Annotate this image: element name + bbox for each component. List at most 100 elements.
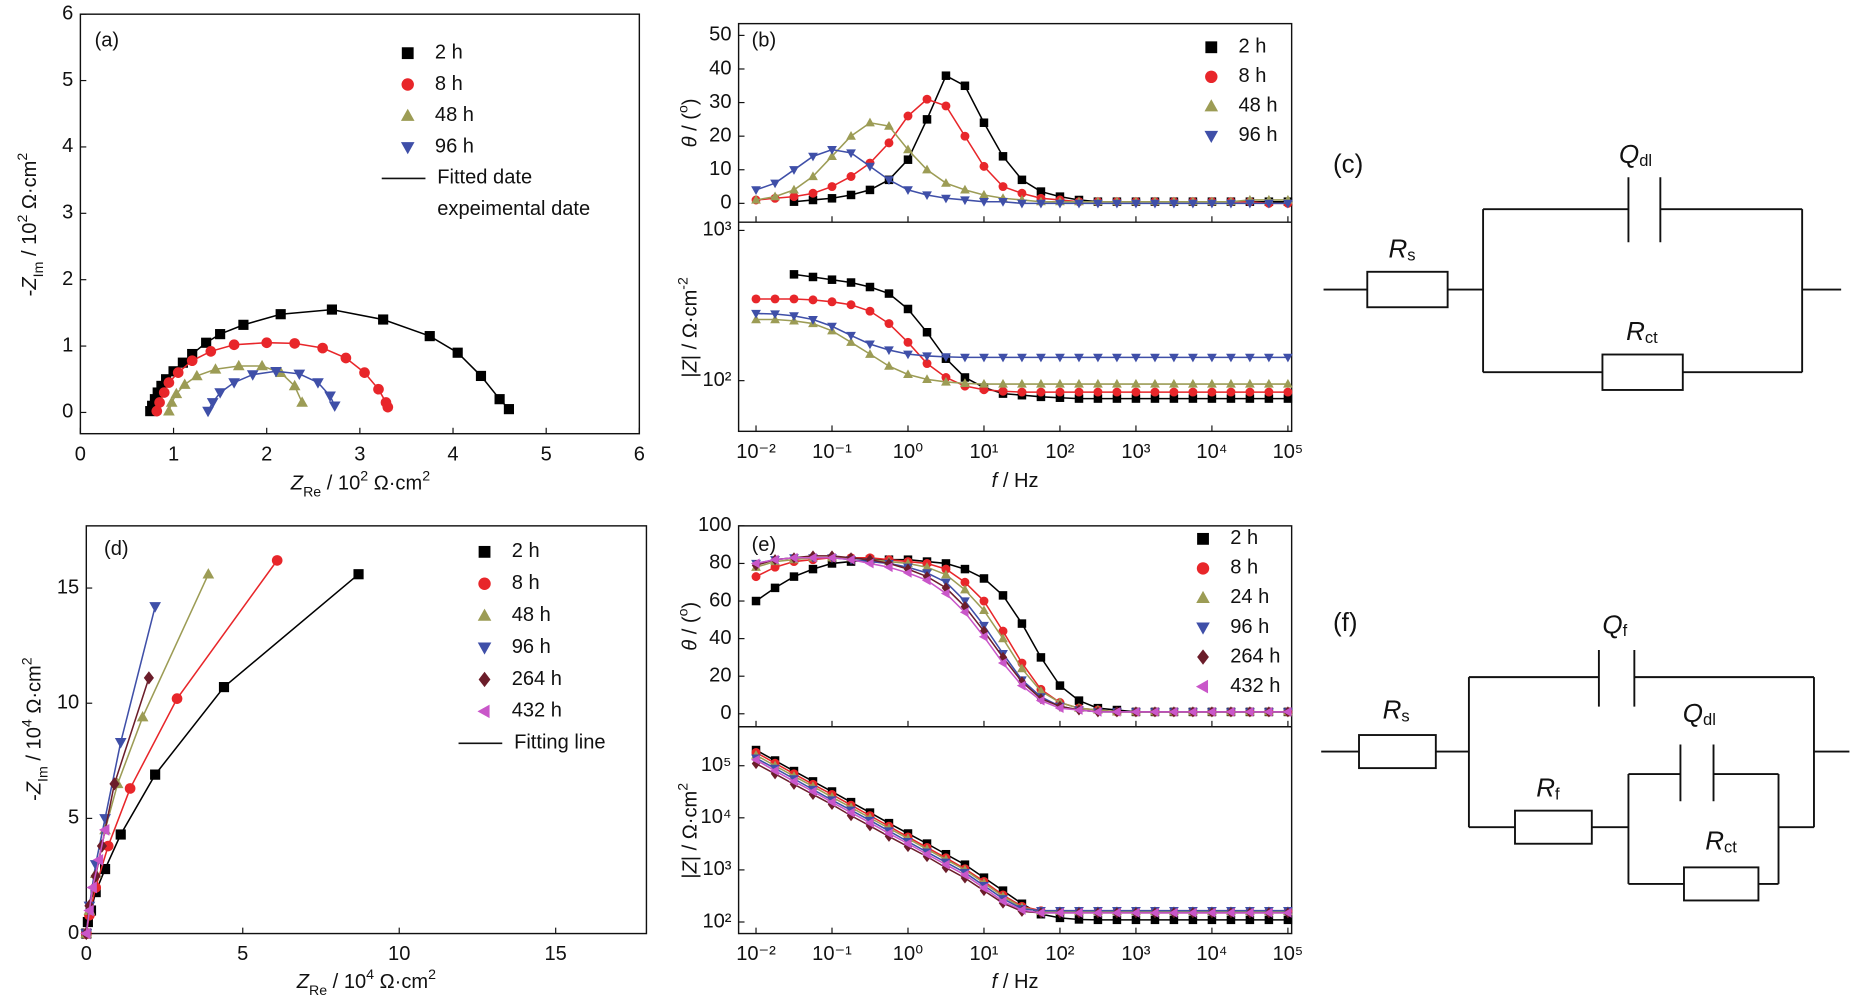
data-point — [1131, 915, 1141, 925]
data-point — [1244, 707, 1254, 717]
label-part: Z — [680, 860, 702, 874]
label-part: Ω·cm — [19, 161, 41, 215]
data-point — [903, 337, 913, 347]
y-axis-label: -ZIm / 102 Ω·cm2 — [15, 153, 47, 297]
data-point — [789, 572, 799, 581]
subscript: dl — [1703, 710, 1716, 729]
data-point — [1073, 705, 1083, 715]
data-point — [1112, 387, 1122, 397]
data-point — [808, 295, 818, 305]
data-point — [998, 633, 1008, 643]
y-tick-label: 40 — [709, 57, 731, 79]
y-tick-label: 10³ — [702, 219, 731, 241]
wire — [1321, 649, 1850, 885]
label-part: θ — [680, 640, 702, 651]
data-point — [751, 194, 761, 204]
plot-frame — [737, 525, 1293, 935]
panel-label: (b) — [752, 30, 777, 52]
data-point — [770, 310, 780, 320]
label-part: -2 — [675, 277, 691, 290]
data-point — [1207, 353, 1217, 363]
data-point — [1017, 199, 1027, 209]
data-point — [960, 353, 970, 363]
data-point — [789, 184, 799, 194]
legend-marker — [478, 545, 491, 558]
data-point — [751, 186, 761, 196]
data-point — [1092, 907, 1102, 918]
legend-marker — [1195, 679, 1209, 694]
fit-line — [755, 318, 1288, 385]
label-part: / 10 — [321, 473, 360, 495]
data-point — [1168, 907, 1178, 918]
data-point — [209, 363, 222, 374]
data-point — [143, 671, 154, 685]
legend-label: 432 h — [1230, 675, 1280, 697]
data-point — [1226, 353, 1236, 363]
data-point — [1017, 188, 1027, 198]
data-point — [998, 198, 1008, 207]
y-tick-label: 0 — [68, 922, 79, 944]
data-point — [1074, 915, 1084, 924]
data-point — [228, 378, 240, 389]
data-point — [1055, 378, 1065, 388]
y-tick-label: 5 — [62, 69, 73, 91]
data-point — [1055, 199, 1065, 209]
y-tick-label: 30 — [709, 91, 731, 113]
data-point — [238, 319, 249, 330]
data-point — [1016, 905, 1026, 915]
y-tick-label: 4 — [62, 135, 73, 157]
label-part: o — [675, 105, 691, 113]
data-point — [149, 602, 161, 613]
data-point — [902, 567, 912, 578]
fit-line — [793, 74, 1288, 203]
data-point — [1112, 394, 1122, 403]
data-point — [1263, 907, 1273, 918]
component-label: Rct — [1626, 316, 1658, 347]
data-point — [808, 788, 818, 801]
label-part: / ( — [680, 113, 702, 137]
legend-marker — [1197, 649, 1209, 665]
x-tick-label: 0 — [81, 943, 92, 965]
data-point — [884, 176, 894, 185]
legend-marker — [1204, 130, 1219, 143]
data-point — [979, 353, 989, 363]
x-tick-label: 10¹ — [969, 943, 998, 965]
y-axis-label: -ZIm / 104 Ω·cm2 — [19, 657, 51, 801]
y-axis-label: θ / (o) — [675, 98, 702, 147]
fit-line — [207, 370, 336, 412]
data-point — [903, 369, 913, 379]
legend-marker — [478, 577, 491, 590]
data-point — [317, 342, 328, 354]
component-label: Rs — [1389, 233, 1416, 264]
label-part: / ( — [680, 616, 702, 640]
data-point — [1283, 353, 1293, 363]
data-point — [114, 738, 127, 749]
data-point — [99, 814, 111, 825]
label-part: 2 — [675, 783, 691, 791]
data-point — [1207, 915, 1217, 925]
y-tick-label: 10 — [709, 158, 731, 180]
data-point — [177, 357, 188, 368]
legend-label: 264 h — [512, 668, 562, 690]
data-point — [1036, 387, 1046, 397]
data-point — [202, 406, 214, 418]
data-point — [922, 359, 932, 369]
data-point — [312, 378, 324, 389]
data-point — [163, 377, 175, 388]
data-point — [807, 552, 817, 563]
x-tick-label: 4 — [447, 443, 458, 465]
data-point — [1150, 387, 1160, 397]
label-part: 4 — [19, 719, 35, 727]
data-point — [293, 369, 306, 381]
data-point — [1264, 915, 1274, 925]
legend-marker — [400, 142, 415, 155]
fit-line — [755, 558, 1288, 713]
component-label: Qdl — [1683, 698, 1716, 729]
data-point — [271, 555, 283, 566]
data-point — [232, 359, 245, 371]
label-part: 2 — [360, 468, 368, 484]
data-point — [864, 558, 874, 569]
y-axis-label: |Z| / Ω·cm-2 — [675, 277, 702, 378]
y-tick-label: 0 — [720, 702, 731, 724]
fit-line — [755, 312, 1288, 359]
